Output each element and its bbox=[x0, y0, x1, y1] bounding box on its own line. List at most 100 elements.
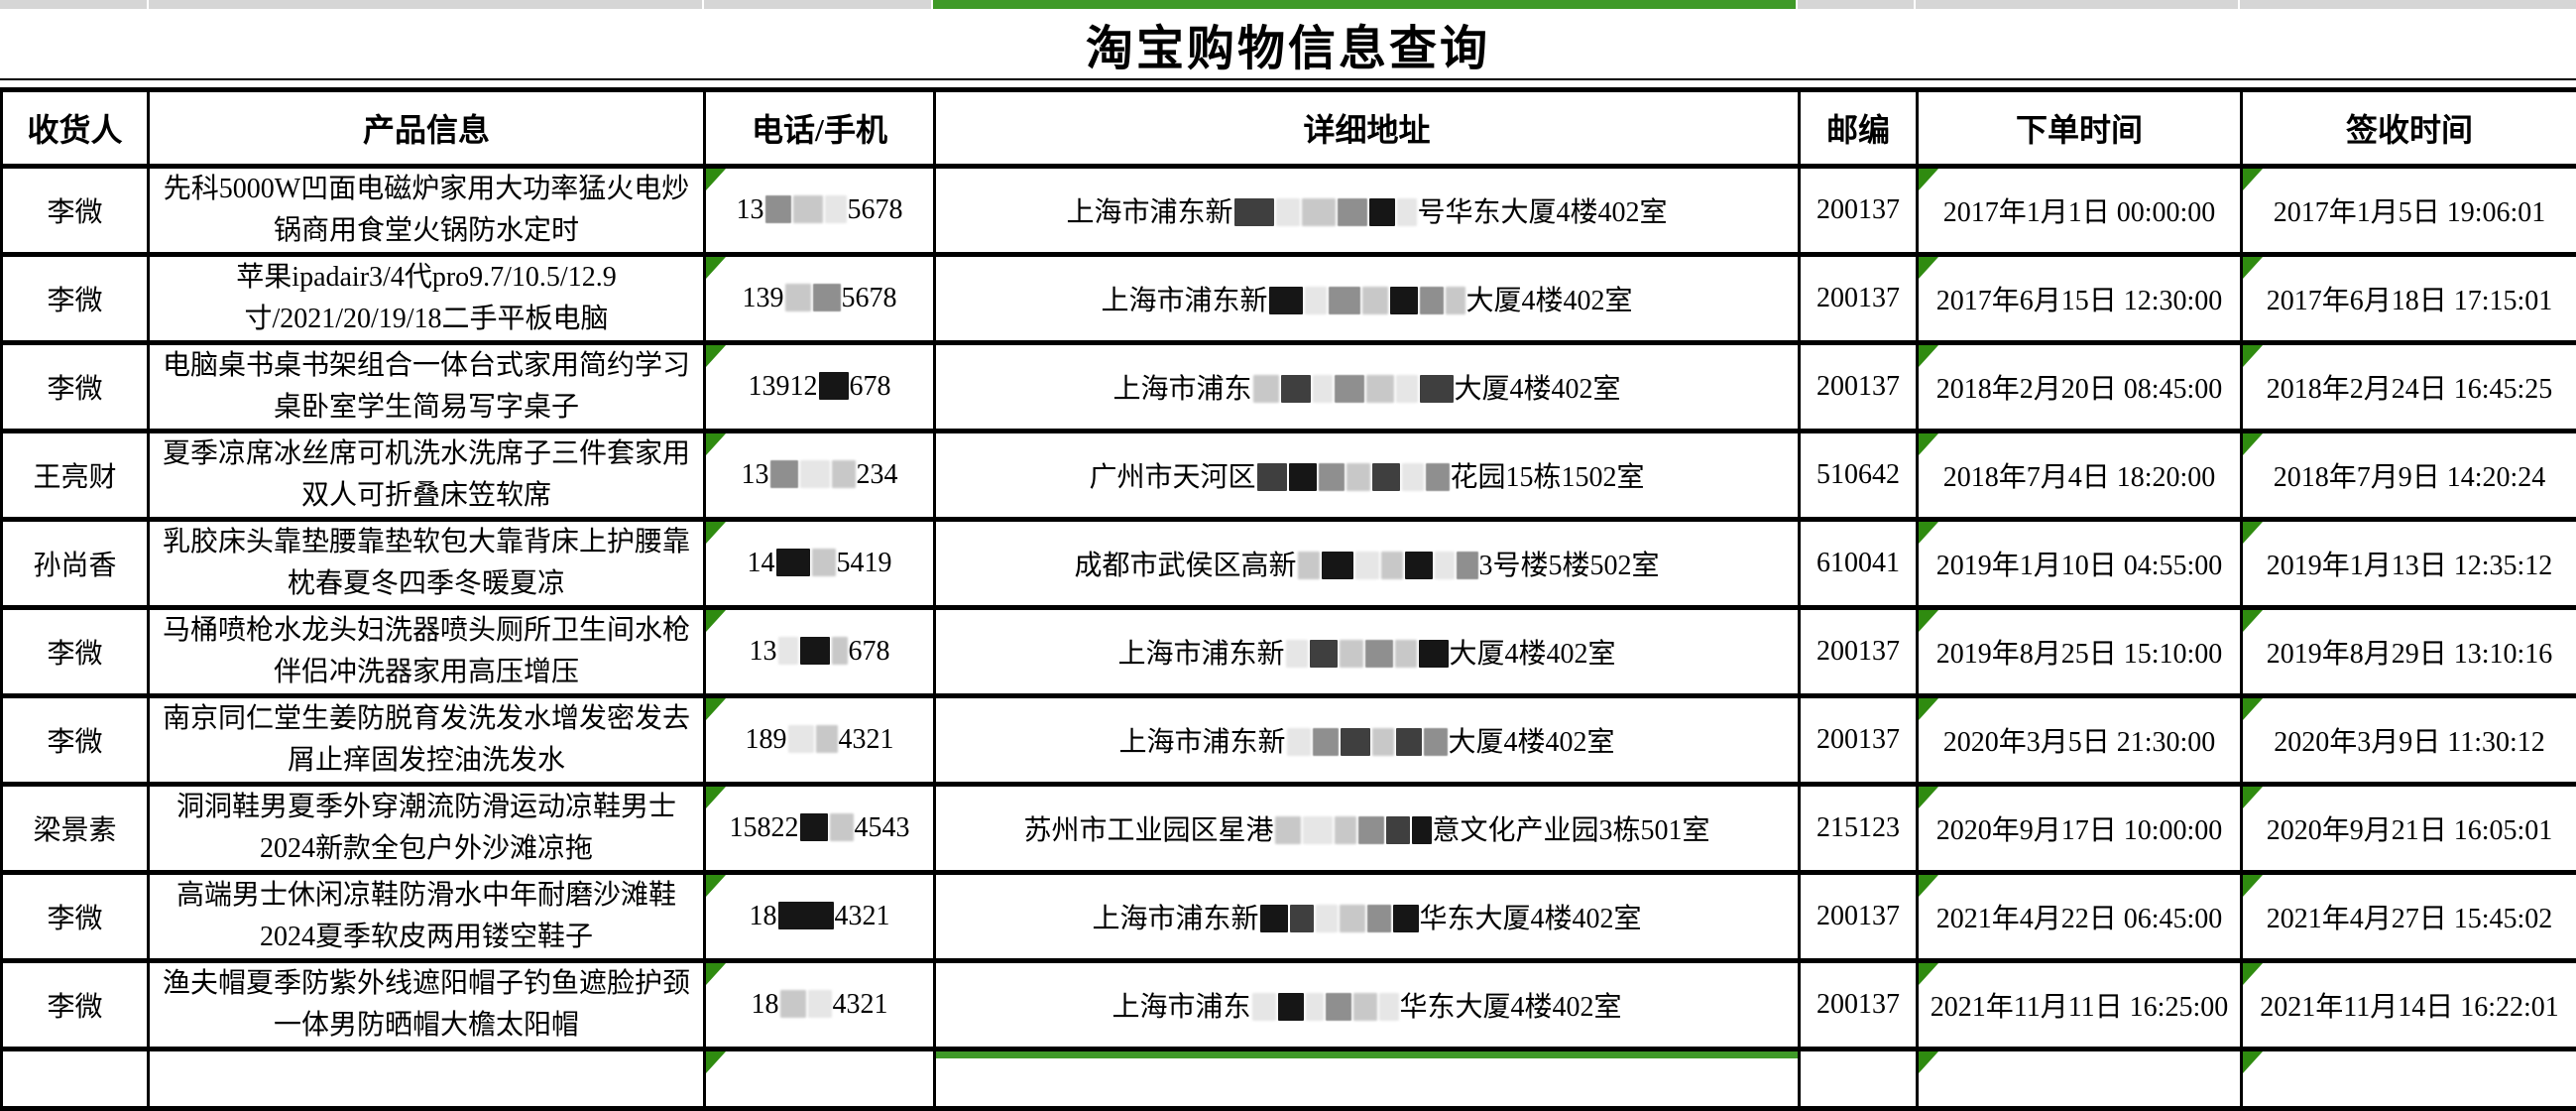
header-order-time[interactable]: 下单时间 bbox=[1918, 90, 2242, 167]
address-cell[interactable]: 上海市浦东新号华东大厦4楼402室 bbox=[935, 167, 1800, 255]
sign-time-cell[interactable]: 2019年1月13日 12:35:12 bbox=[2242, 520, 2576, 608]
zip-cell[interactable]: 200137 bbox=[1800, 608, 1918, 696]
product-cell[interactable]: 洞洞鞋男夏季外穿潮流防滑运动凉鞋男士2024新款全包户外沙滩凉拖 bbox=[149, 785, 705, 873]
redaction-box bbox=[1313, 728, 1339, 756]
order-time-cell[interactable]: 2017年1月1日 00:00:00 bbox=[1918, 167, 2242, 255]
address-cell[interactable]: 苏州市工业园区星港意文化产业园3栋501室 bbox=[935, 785, 1800, 873]
order-time-cell[interactable]: 2019年8月25日 15:10:00 bbox=[1918, 608, 2242, 696]
zip-cell[interactable]: 200137 bbox=[1800, 343, 1918, 432]
recipient-cell[interactable]: 王亮财 bbox=[2, 432, 149, 520]
order-time-cell[interactable]: 2018年2月20日 08:45:00 bbox=[1918, 343, 2242, 432]
zip-cell[interactable]: 610041 bbox=[1800, 520, 1918, 608]
recipient-cell[interactable]: 李微 bbox=[2, 696, 149, 785]
address-cell[interactable]: 上海市浦东新大厦4楼402室 bbox=[935, 696, 1800, 785]
sign-time-cell[interactable]: 2018年7月9日 14:20:24 bbox=[2242, 432, 2576, 520]
header-address[interactable]: 详细地址 bbox=[935, 90, 1800, 167]
order-time-text: 2021年4月22日 06:45:00 bbox=[1936, 904, 2223, 934]
error-triangle-icon bbox=[706, 875, 726, 897]
redaction-box bbox=[832, 460, 856, 488]
sign-time-cell[interactable]: 2017年6月18日 17:15:01 bbox=[2242, 255, 2576, 343]
recipient-text: 梁景素 bbox=[33, 815, 116, 846]
order-time-cell[interactable]: 2019年1月10日 04:55:00 bbox=[1918, 520, 2242, 608]
product-cell[interactable]: 先科5000W凹面电磁炉家用大功率猛火电炒锅商用食堂火锅防水定时 bbox=[149, 167, 705, 255]
sign-time-cell[interactable] bbox=[2242, 1049, 2576, 1109]
phone-cell[interactable] bbox=[705, 1049, 935, 1109]
order-time-cell[interactable]: 2018年7月4日 18:20:00 bbox=[1918, 432, 2242, 520]
zip-cell[interactable]: 215123 bbox=[1800, 785, 1918, 873]
product-cell[interactable]: 电脑桌书桌书架组合一体台式家用简约学习桌卧室学生简易写字桌子 bbox=[149, 343, 705, 432]
zip-text: 610041 bbox=[1816, 548, 1900, 578]
zip-cell[interactable]: 200137 bbox=[1800, 961, 1918, 1049]
redaction-box bbox=[1379, 993, 1399, 1021]
zip-cell[interactable]: 510642 bbox=[1800, 432, 1918, 520]
order-time-cell[interactable]: 2020年9月17日 10:00:00 bbox=[1918, 785, 2242, 873]
order-time-cell[interactable] bbox=[1918, 1049, 2242, 1109]
redaction-box bbox=[1402, 463, 1424, 491]
sign-time-cell[interactable]: 2020年9月21日 16:05:01 bbox=[2242, 785, 2576, 873]
sign-time-cell[interactable]: 2020年3月9日 11:30:12 bbox=[2242, 696, 2576, 785]
recipient-cell[interactable]: 孙尚香 bbox=[2, 520, 149, 608]
error-triangle-icon bbox=[706, 169, 726, 190]
address-cell[interactable]: 上海市浦东新大厦4楼402室 bbox=[935, 608, 1800, 696]
product-cell[interactable]: 苹果ipadair3/4代pro9.7/10.5/12.9寸/2021/20/1… bbox=[149, 255, 705, 343]
product-cell[interactable] bbox=[149, 1049, 705, 1109]
order-time-cell[interactable]: 2017年6月15日 12:30:00 bbox=[1918, 255, 2242, 343]
error-triangle-icon bbox=[706, 433, 726, 455]
order-time-cell[interactable]: 2021年11月11日 16:25:00 bbox=[1918, 961, 2242, 1049]
error-triangle-icon bbox=[1919, 257, 1938, 279]
zip-cell[interactable] bbox=[1800, 1049, 1918, 1109]
zip-cell[interactable]: 200137 bbox=[1800, 873, 1918, 961]
recipient-cell[interactable] bbox=[2, 1049, 149, 1109]
address-cell[interactable]: 上海市浦东新大厦4楼402室 bbox=[935, 255, 1800, 343]
header-recipient[interactable]: 收货人 bbox=[2, 90, 149, 167]
recipient-cell[interactable]: 李微 bbox=[2, 167, 149, 255]
product-cell[interactable]: 马桶喷枪水龙头妇洗器喷头厕所卫生间水枪伴侣冲洗器家用高压增压 bbox=[149, 608, 705, 696]
header-zip[interactable]: 邮编 bbox=[1800, 90, 1918, 167]
sign-time-cell[interactable]: 2021年11月14日 16:22:01 bbox=[2242, 961, 2576, 1049]
address-cell[interactable]: 上海市浦东华东大厦4楼402室 bbox=[935, 961, 1800, 1049]
address-cell[interactable]: 上海市浦东新华东大厦4楼402室 bbox=[935, 873, 1800, 961]
product-cell[interactable]: 夏季凉席冰丝席可机洗水洗席子三件套家用双人可折叠床笠软席 bbox=[149, 432, 705, 520]
recipient-cell[interactable]: 李微 bbox=[2, 255, 149, 343]
header-product[interactable]: 产品信息 bbox=[149, 90, 705, 167]
recipient-cell[interactable]: 李微 bbox=[2, 873, 149, 961]
header-sign-time[interactable]: 签收时间 bbox=[2242, 90, 2576, 167]
product-cell[interactable]: 南京同仁堂生姜防脱育发洗发水增发密发去屑止痒固发控油洗发水 bbox=[149, 696, 705, 785]
address-cell[interactable] bbox=[935, 1049, 1800, 1109]
address-cell[interactable]: 广州市天河区花园15栋1502室 bbox=[935, 432, 1800, 520]
product-cell[interactable]: 渔夫帽夏季防紫外线遮阳帽子钓鱼遮脸护颈一体男防晒帽大檐太阳帽 bbox=[149, 961, 705, 1049]
product-text: 电脑桌书桌书架组合一体台式家用简约学习桌卧室学生简易写字桌子 bbox=[150, 345, 703, 429]
sign-time-cell[interactable]: 2021年4月27日 15:45:02 bbox=[2242, 873, 2576, 961]
sign-time-cell[interactable]: 2019年8月29日 13:10:16 bbox=[2242, 608, 2576, 696]
recipient-cell[interactable]: 李微 bbox=[2, 961, 149, 1049]
sign-time-cell[interactable]: 2018年2月24日 16:45:25 bbox=[2242, 343, 2576, 432]
redaction-box bbox=[812, 549, 836, 576]
recipient-cell[interactable]: 李微 bbox=[2, 343, 149, 432]
zip-cell[interactable]: 200137 bbox=[1800, 696, 1918, 785]
order-time-cell[interactable]: 2021年4月22日 06:45:00 bbox=[1918, 873, 2242, 961]
address-cell[interactable]: 上海市浦东大厦4楼402室 bbox=[935, 343, 1800, 432]
recipient-cell[interactable]: 梁景素 bbox=[2, 785, 149, 873]
product-cell[interactable]: 高端男士休闲凉鞋防滑水中年耐磨沙滩鞋2024夏季软皮两用镂空鞋子 bbox=[149, 873, 705, 961]
sign-time-cell[interactable]: 2017年1月5日 19:06:01 bbox=[2242, 167, 2576, 255]
zip-cell[interactable]: 200137 bbox=[1800, 167, 1918, 255]
address-text: 苏州市工业园区星港意文化产业园3栋501室 bbox=[1023, 815, 1709, 846]
order-time-cell[interactable]: 2020年3月5日 21:30:00 bbox=[1918, 696, 2242, 785]
product-cell[interactable]: 乳胶床头靠垫腰靠垫软包大靠背床上护腰靠枕春夏冬四季冬暖夏凉 bbox=[149, 520, 705, 608]
recipient-cell[interactable]: 李微 bbox=[2, 608, 149, 696]
header-phone[interactable]: 电话/手机 bbox=[705, 90, 935, 167]
error-triangle-icon bbox=[1919, 1051, 1938, 1073]
zip-cell[interactable]: 200137 bbox=[1800, 255, 1918, 343]
